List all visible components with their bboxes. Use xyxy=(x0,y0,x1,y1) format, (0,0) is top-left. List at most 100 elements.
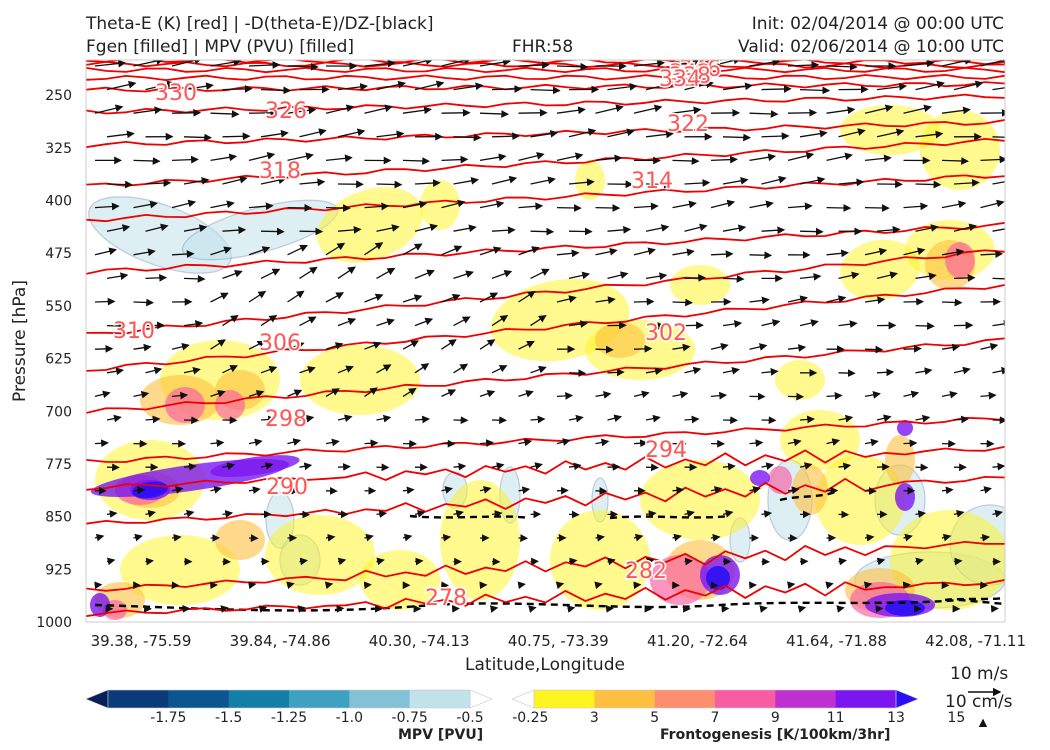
wind-vector xyxy=(722,176,749,185)
y-tick-label: 400 xyxy=(45,194,72,210)
wind-vector xyxy=(337,557,347,566)
wind-vector xyxy=(633,439,648,448)
theta-e-contour xyxy=(86,579,1005,618)
wind-vector xyxy=(838,557,847,566)
wind-vector xyxy=(566,605,576,613)
wind-vector xyxy=(980,486,992,494)
wind-vector xyxy=(210,246,232,256)
wind-vector xyxy=(363,581,372,590)
wind-vector xyxy=(722,509,734,518)
wind-vector xyxy=(915,224,939,232)
wind-vector xyxy=(145,366,163,375)
wind-vector xyxy=(941,390,958,399)
contour-label: 290 xyxy=(266,475,308,500)
wind-vector xyxy=(684,509,695,518)
wind-vector xyxy=(941,248,965,257)
wind-vector xyxy=(133,60,165,67)
wind-vector xyxy=(364,202,390,211)
wind-vector xyxy=(518,108,548,117)
wind-vector xyxy=(941,106,971,115)
wind-vector xyxy=(876,463,890,471)
wind-vector xyxy=(171,533,182,542)
wind-vector xyxy=(825,581,834,590)
wind-vector xyxy=(710,342,729,351)
wind-vector xyxy=(761,462,775,470)
wind-vector xyxy=(876,82,907,91)
fgen-colorbar-tick: 3 xyxy=(590,710,599,726)
wind-vector xyxy=(287,62,319,71)
wind-vector xyxy=(607,463,621,471)
wind-vector xyxy=(106,272,129,281)
wind-vector xyxy=(568,178,595,187)
wind-vector xyxy=(258,605,268,613)
wind-vector xyxy=(941,486,954,495)
wind-vector xyxy=(364,293,384,303)
wind-vector xyxy=(94,390,111,399)
wind-vector xyxy=(402,533,413,542)
wind-vector xyxy=(376,510,388,518)
wind-vector xyxy=(453,316,471,327)
y-axis-label: Pressure [hPa] xyxy=(10,280,30,402)
wind-vector xyxy=(402,387,417,397)
wind-vector xyxy=(248,202,274,211)
wind-vector xyxy=(555,581,565,590)
wind-vector xyxy=(94,202,120,211)
wind-vector xyxy=(491,175,518,185)
contour-label: 334 xyxy=(659,67,701,92)
x-tick-label: 42.08, -71.11 xyxy=(925,632,1026,650)
wind-vector xyxy=(491,132,520,141)
wind-vector xyxy=(672,248,695,257)
fgen-region xyxy=(640,460,760,540)
wind-vector xyxy=(133,157,161,165)
wind-vector xyxy=(414,363,430,374)
wind-vector xyxy=(518,61,550,69)
wind-vector xyxy=(94,104,124,114)
fgen-region xyxy=(420,180,460,230)
wind-vector xyxy=(479,389,496,398)
mpv-colorbar-min-extend xyxy=(85,689,109,709)
wind-vector xyxy=(364,60,396,68)
x-tick-label: 41.64, -71.88 xyxy=(786,632,887,650)
wind-vector xyxy=(838,178,865,187)
wind-vector xyxy=(171,486,184,494)
wind-vector xyxy=(672,486,685,495)
contour-label: 302 xyxy=(645,321,687,346)
mpv-colorbar-tick: -0.25 xyxy=(512,710,548,726)
wind-vector xyxy=(915,367,933,376)
fgen-region xyxy=(815,455,905,545)
wind-vector xyxy=(556,106,586,115)
wind-vector xyxy=(222,270,243,280)
fgen-colorbar-title: Frontogenesis [K/100km/3hr] xyxy=(660,727,891,743)
wind-vector xyxy=(953,274,976,282)
wind-vector xyxy=(684,274,706,282)
wind-vector xyxy=(903,202,929,211)
wind-vector xyxy=(414,415,430,424)
wind-vector xyxy=(530,462,543,470)
wind-vector xyxy=(607,82,638,91)
contour-label: 330 xyxy=(155,81,197,106)
wind-vector xyxy=(787,486,800,495)
theta-e-contour xyxy=(86,284,1005,372)
wind-vector xyxy=(722,462,736,471)
y-tick-label: 550 xyxy=(45,299,72,315)
wind-vector xyxy=(337,414,353,423)
wind-vector xyxy=(787,61,820,69)
fgen-region xyxy=(300,345,420,415)
wind-vector xyxy=(299,178,326,187)
wind-vector xyxy=(210,200,235,209)
wind-vector xyxy=(568,128,597,138)
wind-vector xyxy=(183,509,195,518)
wind-vector xyxy=(903,390,920,399)
wind-vector xyxy=(364,242,384,256)
wind-vector xyxy=(672,390,689,399)
fgen-region xyxy=(440,480,520,600)
contour-label: 346 xyxy=(679,57,721,82)
wind-vector xyxy=(441,155,469,164)
fgen-region xyxy=(897,420,913,436)
wind-vector xyxy=(915,414,931,423)
wind-vector xyxy=(376,180,403,189)
wind-vector xyxy=(145,415,161,424)
wind-vector xyxy=(94,247,117,256)
wind-vector xyxy=(722,367,740,375)
wind-vector xyxy=(633,202,659,211)
